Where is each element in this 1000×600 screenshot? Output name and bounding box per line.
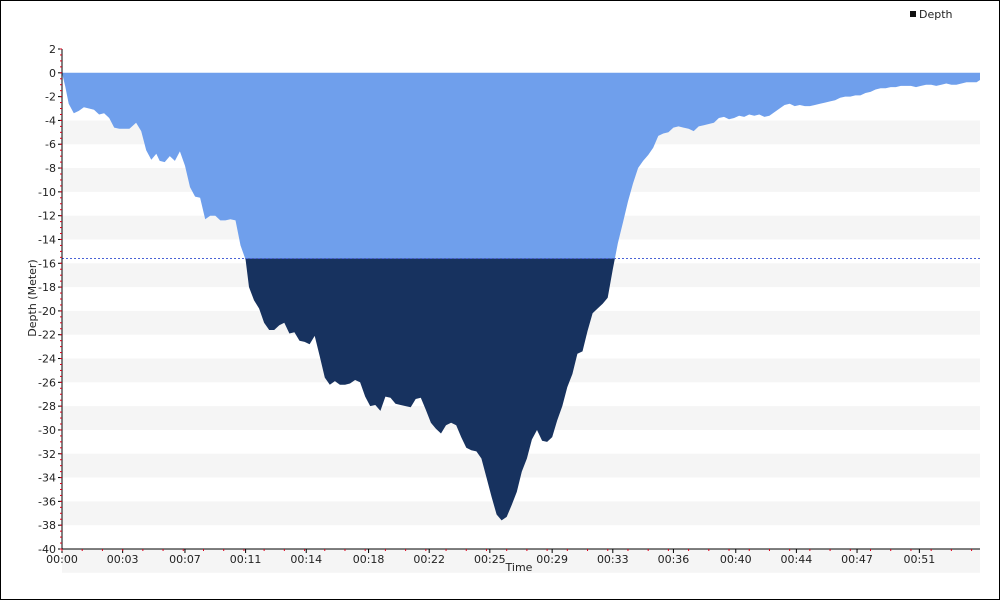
y-tick-label: -12 (38, 210, 56, 223)
x-tick-label: 00:36 (658, 553, 690, 566)
y-tick-label: -2 (45, 91, 56, 104)
legend: Depth (910, 8, 953, 21)
y-tick-label: -34 (38, 472, 56, 485)
x-tick-label: 00:29 (536, 553, 568, 566)
depth-area-shallow (62, 72, 980, 259)
y-tick-label: -20 (38, 305, 56, 318)
legend-swatch (910, 11, 916, 17)
x-tick-label: 00:47 (841, 553, 873, 566)
x-tick-label: 00:44 (781, 553, 813, 566)
x-tick-label: 00:03 (107, 553, 139, 566)
y-tick-label: -32 (38, 448, 56, 461)
y-tick-label: -36 (38, 495, 56, 508)
depth-areas (62, 72, 980, 521)
y-tick-label: -14 (38, 233, 56, 246)
x-tick-label: 00:40 (720, 553, 752, 566)
y-axis-ticks: 2 0 -2 -4 -6 -8 -10 -12 -14 -16 -18 -20 -22 -24 -26 -28… (38, 43, 62, 556)
grid-band (62, 549, 980, 573)
y-axis-title: Depth (Meter) (26, 259, 39, 336)
x-tick-label: 00:00 (46, 553, 78, 566)
x-tick-label: 00:11 (230, 553, 262, 566)
y-tick-label: 2 (49, 43, 56, 56)
y-tick-label: -18 (38, 281, 56, 294)
x-tick-label: 00:51 (904, 553, 936, 566)
x-tick-label: 00:25 (474, 553, 506, 566)
y-tick-label: -16 (38, 257, 56, 270)
y-tick-label: -26 (38, 376, 56, 389)
grid-band (62, 501, 980, 526)
y-tick-label: -24 (38, 353, 56, 366)
legend-label: Depth (919, 8, 953, 21)
y-tick-label: -40 (38, 543, 56, 556)
x-tick-label: 00:33 (597, 553, 629, 566)
y-tick-label: -4 (45, 114, 56, 127)
y-tick-label: -38 (38, 519, 56, 532)
x-tick-label: 00:18 (353, 553, 385, 566)
y-tick-label: 0 (49, 67, 56, 80)
y-tick-label: -10 (38, 186, 56, 199)
y-tick-label: -6 (45, 138, 56, 151)
x-tick-label: 00:22 (413, 553, 445, 566)
depth-area-deep (245, 258, 615, 521)
x-axis-ticks: 00:00 00:03 00:07 00:11 00:14 00:18 00:22 00:25… (46, 549, 973, 566)
y-tick-label: -22 (38, 329, 56, 342)
y-tick-label: -30 (38, 424, 56, 437)
y-tick-label: -28 (38, 400, 56, 413)
y-tick-label: -8 (45, 162, 56, 175)
x-tick-label: 00:14 (290, 553, 322, 566)
x-tick-label: 00:07 (169, 553, 201, 566)
x-axis-title: Time (505, 561, 533, 574)
